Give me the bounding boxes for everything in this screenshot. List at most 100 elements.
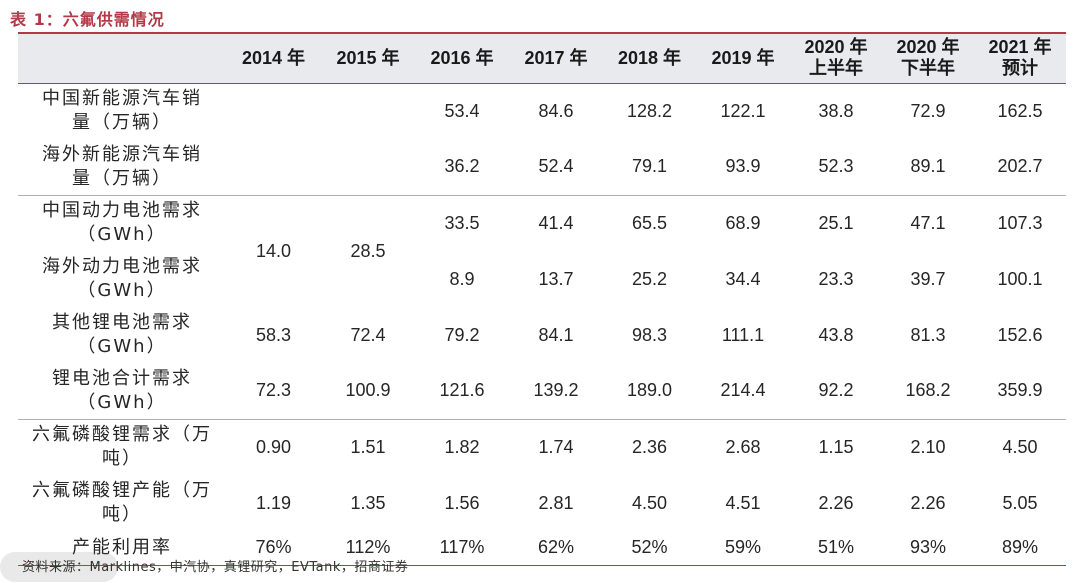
col-header: 2017 年 bbox=[509, 34, 603, 84]
table-cell: 93.9 bbox=[696, 139, 790, 196]
table-cell: 2.36 bbox=[631, 436, 668, 457]
table-row: 中国动力电池需求 （GWh） 14.0 28.5 33.5 41.4 65.5 6… bbox=[18, 195, 1066, 261]
table-cell: 2.68 bbox=[725, 436, 761, 457]
table-cell: 51% bbox=[790, 531, 882, 566]
table-title: 表 1：六氟供需情况 bbox=[10, 10, 165, 29]
table-cell: 52.3 bbox=[790, 139, 882, 196]
row-label: 锂电池合计需求 （GWh） bbox=[18, 363, 226, 420]
table-row: 其他锂电池需求 （GWh） 58.3 72.4 79.2 84.1 98.3 11… bbox=[18, 307, 1066, 363]
table-cell: 189.0 bbox=[603, 363, 696, 420]
table-cell: 81.3 bbox=[910, 324, 946, 345]
table-row: 锂电池合计需求 （GWh） 72.3 100.9 121.6 139.2 189.… bbox=[18, 363, 1066, 420]
table-cell: 23.3 bbox=[818, 268, 854, 289]
table-cell: 2.10 bbox=[910, 436, 946, 457]
table-cell: 72.9 bbox=[910, 100, 946, 121]
table-cell: 4.51 bbox=[725, 492, 761, 513]
table-cell bbox=[226, 83, 321, 139]
table-cell: 89.1 bbox=[882, 139, 974, 196]
table-cell: 1.19 bbox=[255, 492, 292, 513]
table-cell: 4.50 bbox=[631, 492, 668, 513]
table-cell: 1.15 bbox=[818, 436, 854, 457]
row-label: 海外新能源汽车销 量（万辆） bbox=[18, 139, 226, 196]
col-header: 2014 年 bbox=[226, 34, 321, 84]
table-cell: 2.26 bbox=[818, 492, 854, 513]
table-cell: 98.3 bbox=[631, 324, 668, 345]
row-label: 产能利用率 bbox=[18, 531, 226, 566]
table-cell: 359.9 bbox=[974, 363, 1066, 420]
col-header: 2020 年下半年 bbox=[882, 34, 974, 84]
table-cell: 1.51 bbox=[350, 436, 386, 457]
table-cell: 65.5 bbox=[631, 212, 668, 233]
table-row: 六氟磷酸锂需求（万 吨） 0.90 1.51 1.82 1.74 2.36 2.6… bbox=[18, 419, 1066, 475]
table-cell: 72.3 bbox=[226, 363, 321, 420]
table-cell: 2.81 bbox=[538, 492, 574, 513]
table-cell: 59% bbox=[696, 531, 790, 566]
table-cell: 128.2 bbox=[626, 100, 673, 121]
table-cell: 202.7 bbox=[974, 139, 1066, 196]
table-cell: 25.1 bbox=[818, 212, 854, 233]
table-cell: 53.4 bbox=[444, 100, 480, 121]
table-cell: 92.2 bbox=[790, 363, 882, 420]
col-header: 2019 年 bbox=[696, 34, 790, 84]
table-cell: 139.2 bbox=[509, 363, 603, 420]
table-cell: 52.4 bbox=[509, 139, 603, 196]
table-row: 中国新能源汽车销 量（万辆） 53.4 84.6 128.2 122.1 38.8… bbox=[18, 83, 1066, 139]
header-corner bbox=[18, 34, 226, 84]
title-rule bbox=[18, 32, 1066, 34]
table-cell: 33.5 bbox=[444, 212, 480, 233]
table-cell: 89% bbox=[974, 531, 1066, 566]
table-cell: 122.1 bbox=[720, 100, 766, 121]
table-cell: 1.74 bbox=[538, 436, 574, 457]
table-cell: 1.56 bbox=[444, 492, 480, 513]
col-header: 2018 年 bbox=[603, 34, 696, 84]
table-row: 六氟磷酸锂产能（万 吨） 1.19 1.35 1.56 2.81 4.50 4.5… bbox=[18, 475, 1066, 531]
col-header: 2016 年 bbox=[415, 34, 509, 84]
table-cell: 84.6 bbox=[538, 100, 574, 121]
table-cell: 214.4 bbox=[696, 363, 790, 420]
row-label: 中国动力电池需求 （GWh） bbox=[42, 200, 202, 246]
table-cell bbox=[226, 139, 321, 196]
watermark-badge bbox=[0, 552, 118, 582]
table-cell: 1.35 bbox=[350, 492, 386, 513]
header-row: 2014 年 2015 年 2016 年 2017 年 2018 年 2019 … bbox=[18, 34, 1066, 84]
row-label: 六氟磷酸锂产能（万 吨） bbox=[32, 480, 212, 525]
row-label: 六氟磷酸锂需求（万 吨） bbox=[32, 424, 212, 470]
table-cell: 25.2 bbox=[631, 268, 668, 289]
table-cell: 100.1 bbox=[997, 268, 1043, 289]
table-cell: 39.7 bbox=[910, 268, 946, 289]
table-cell: 162.5 bbox=[997, 100, 1043, 121]
table-cell: 43.8 bbox=[818, 324, 854, 345]
table-cell: 152.6 bbox=[997, 324, 1043, 345]
table-row: 海外动力电池需求 （GWh） 8.9 13.7 25.2 34.4 23.3 39… bbox=[18, 251, 1066, 307]
col-header: 2020 年上半年 bbox=[790, 34, 882, 84]
table-row: 产能利用率 76% 112% 117% 62% 52% 59% 51% 93% … bbox=[18, 531, 1066, 566]
table-cell: 52% bbox=[603, 531, 696, 566]
table-cell: 13.7 bbox=[538, 268, 574, 289]
table-cell: 84.1 bbox=[538, 324, 574, 345]
row-label: 其他锂电池需求 （GWh） bbox=[52, 312, 192, 357]
table-cell: 72.4 bbox=[350, 324, 386, 345]
row-label: 海外动力电池需求 （GWh） bbox=[42, 256, 202, 301]
source-note: 资料来源：Marklines，中汽协，真锂研究，EVTank，招商证券 bbox=[22, 560, 409, 575]
table-cell bbox=[321, 83, 415, 139]
table-cell: 1.82 bbox=[444, 436, 480, 457]
merged-cell: 14.0 bbox=[255, 240, 292, 261]
table-cell: 79.2 bbox=[444, 324, 480, 345]
table-cell: 93% bbox=[882, 531, 974, 566]
table-cell: 0.90 bbox=[255, 436, 292, 457]
table-cell: 41.4 bbox=[538, 212, 574, 233]
col-header: 2015 年 bbox=[321, 34, 415, 84]
table-row: 海外新能源汽车销 量（万辆） 36.2 52.4 79.1 93.9 52.3 8… bbox=[18, 139, 1066, 196]
table-cell: 62% bbox=[509, 531, 603, 566]
table-cell: 8.9 bbox=[449, 268, 475, 289]
table-cell: 107.3 bbox=[997, 212, 1043, 233]
table-cell: 100.9 bbox=[321, 363, 415, 420]
table-cell: 5.05 bbox=[1002, 492, 1038, 513]
table-cell: 117% bbox=[415, 531, 509, 566]
table-cell bbox=[321, 139, 415, 196]
col-header: 2021 年预计 bbox=[974, 34, 1066, 84]
table-cell: 38.8 bbox=[818, 100, 854, 121]
table-cell: 68.9 bbox=[725, 212, 761, 233]
table-cell: 34.4 bbox=[725, 268, 761, 289]
